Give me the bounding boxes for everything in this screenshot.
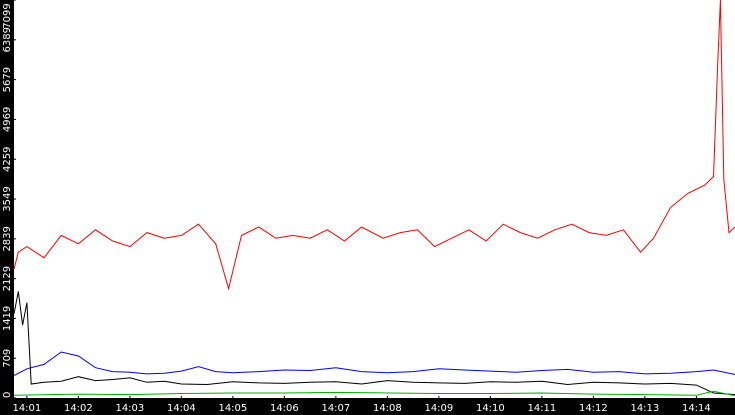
x-tick-label: 14:07 [321, 403, 350, 414]
y-tick-label: 1419 [2, 306, 13, 331]
x-tick-label: 14:08 [373, 403, 402, 414]
x-tick-label: 14:01 [12, 403, 41, 414]
x-tick-label: 14:02 [64, 403, 93, 414]
series-line-3 [13, 390, 735, 397]
x-axis: 14:01 14:02 14:03 14:04 14:05 14:06 14:07 14:08… [12, 396, 711, 414]
y-tick-label: 3549 [2, 186, 13, 211]
x-axis-strip [0, 398, 735, 415]
x-tick-label: 14:13 [630, 403, 659, 414]
y-tick-label: 6389 [2, 27, 13, 52]
x-tick-label: 14:04 [167, 403, 196, 414]
series-line-2 [13, 291, 735, 396]
y-axis-strip [0, 0, 14, 415]
y-tick-label: 2129 [2, 266, 13, 291]
x-tick-label: 14:09 [424, 403, 453, 414]
series-line-0 [13, 0, 735, 291]
y-tick-label: 7099 [2, 3, 13, 28]
x-tick-label: 14:03 [115, 403, 144, 414]
y-axis-band [0, 0, 735, 10]
y-tick-label: 4259 [2, 146, 13, 171]
y-tick-label: 709 [2, 349, 13, 368]
y-tick-label: 2839 [2, 226, 13, 251]
y-tick-label: 0 [2, 392, 13, 398]
x-tick-label: 14:14 [682, 403, 711, 414]
x-tick-label: 14:06 [270, 403, 299, 414]
y-tick-label: 5679 [2, 67, 13, 92]
x-tick-label: 14:05 [218, 403, 247, 414]
y-tick-label: 4969 [2, 107, 13, 132]
plot-area [13, 0, 735, 397]
series-line-1 [13, 351, 735, 377]
x-tick-label: 14:11 [527, 403, 556, 414]
x-tick-label: 14:12 [579, 403, 608, 414]
x-tick-label: 14:10 [476, 403, 505, 414]
